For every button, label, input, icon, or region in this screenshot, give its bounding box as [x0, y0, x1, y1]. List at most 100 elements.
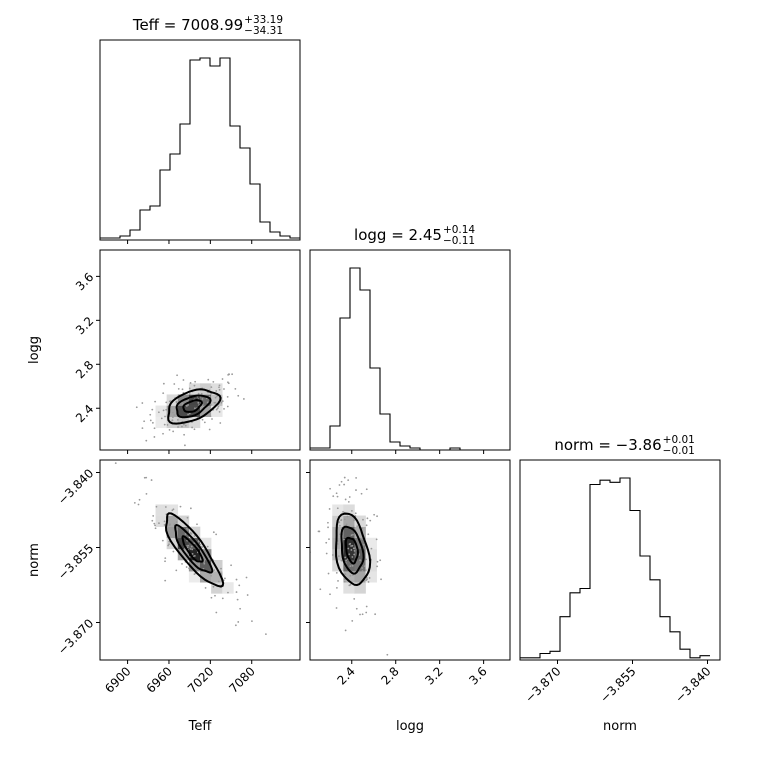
sample-point: [349, 583, 352, 586]
density-cell: [343, 571, 355, 583]
density-cell: [365, 548, 377, 561]
sample-point: [215, 611, 218, 614]
sample-point: [245, 576, 248, 579]
sample-point: [220, 401, 223, 404]
sample-point: [211, 418, 213, 420]
sample-point: [160, 417, 163, 420]
sample-point: [264, 662, 266, 664]
sample-point: [207, 378, 210, 381]
density-cell: [188, 548, 201, 561]
x-axis-label-Teff: Teff: [188, 719, 213, 734]
density-cell: [354, 515, 366, 527]
sample-point: [200, 392, 203, 395]
sample-point: [176, 374, 178, 377]
panel-frame-2-2: [519, 459, 721, 661]
sample-point: [228, 373, 230, 376]
sample-point: [365, 611, 368, 614]
sample-point: [351, 564, 354, 567]
sample-point: [189, 382, 192, 384]
sample-point: [214, 594, 216, 597]
density-cell: [211, 560, 223, 572]
hist-bar-Teff-2: [120, 236, 130, 240]
density-cell: [365, 571, 377, 583]
sample-point: [361, 527, 364, 530]
sample-point: [171, 416, 174, 419]
density-cell: [155, 504, 167, 516]
density-cell: [200, 394, 212, 406]
sample-point: [141, 427, 144, 430]
density-cell: [343, 582, 355, 594]
hist-bar-logg-5: [360, 290, 370, 450]
sample-point: [226, 395, 229, 398]
density-cell: [200, 383, 212, 395]
sample-point: [348, 543, 351, 546]
sample-point: [190, 569, 193, 572]
hist-bar-norm-5: [570, 593, 580, 660]
sample-point: [335, 571, 338, 574]
sample-point: [141, 402, 144, 404]
sample-point: [379, 559, 382, 562]
density-cell: [211, 394, 223, 406]
sample-point: [356, 525, 359, 528]
sample-point: [171, 532, 174, 534]
sample-point: [231, 373, 234, 376]
sample-point: [327, 521, 329, 524]
sample-point: [183, 433, 185, 436]
sample-point: [226, 405, 229, 408]
sample-point: [365, 558, 368, 561]
histogram-Teff: [100, 57, 300, 240]
sample-point: [190, 545, 193, 548]
sample-point: [163, 520, 166, 523]
sample-point: [325, 541, 328, 544]
y-tick-label-logg: 2.4: [73, 402, 96, 425]
x-axis-label-logg: logg: [396, 719, 424, 734]
sample-point: [350, 549, 353, 551]
sample-point: [237, 621, 240, 623]
sample-point: [219, 422, 222, 424]
sample-point: [251, 620, 253, 623]
sample-point: [172, 508, 175, 511]
hist-bar-logg-8: [390, 442, 400, 450]
sample-point: [164, 560, 166, 563]
sample-point: [223, 407, 225, 410]
sample-point: [201, 418, 204, 421]
sample-point: [197, 563, 200, 566]
hist-bar-Teff-10: [200, 58, 210, 240]
sample-point: [337, 555, 340, 557]
sample-point: [138, 498, 141, 501]
sample-point: [209, 403, 212, 406]
hist-bar-Teff-14: [240, 148, 250, 240]
hist-bar-norm-6: [580, 589, 590, 661]
x-tick-label-logg: 2.8: [378, 664, 401, 687]
hist-bar-norm-14: [660, 617, 670, 660]
sample-point: [336, 507, 339, 510]
sample-point: [340, 559, 343, 562]
density-cell: [343, 526, 355, 539]
sample-point: [374, 613, 377, 616]
sample-point: [165, 401, 168, 404]
sample-point: [193, 535, 196, 537]
sample-point: [216, 407, 219, 410]
contour-1: [344, 536, 359, 565]
hist-bar-norm-18: [700, 656, 710, 660]
sample-point: [369, 519, 372, 522]
density-cell: [177, 405, 190, 417]
sample-point: [375, 538, 378, 541]
sample-point: [177, 426, 179, 428]
sample-point: [343, 538, 345, 541]
sample-point: [188, 412, 191, 415]
sample-point: [163, 423, 166, 426]
x-tick-label-Teff: 7020: [185, 664, 216, 695]
sample-point: [332, 495, 335, 498]
sample-point: [352, 547, 355, 550]
x-tick-label-logg: 3.6: [466, 664, 489, 687]
sample-point: [193, 428, 196, 431]
sample-point: [182, 379, 185, 381]
sample-point: [168, 543, 170, 546]
sample-point: [380, 578, 382, 581]
sample-point: [176, 528, 179, 531]
hist-bar-logg-3: [340, 318, 350, 450]
sample-point: [171, 419, 174, 422]
sample-point: [173, 523, 176, 526]
sample-point: [186, 527, 188, 530]
